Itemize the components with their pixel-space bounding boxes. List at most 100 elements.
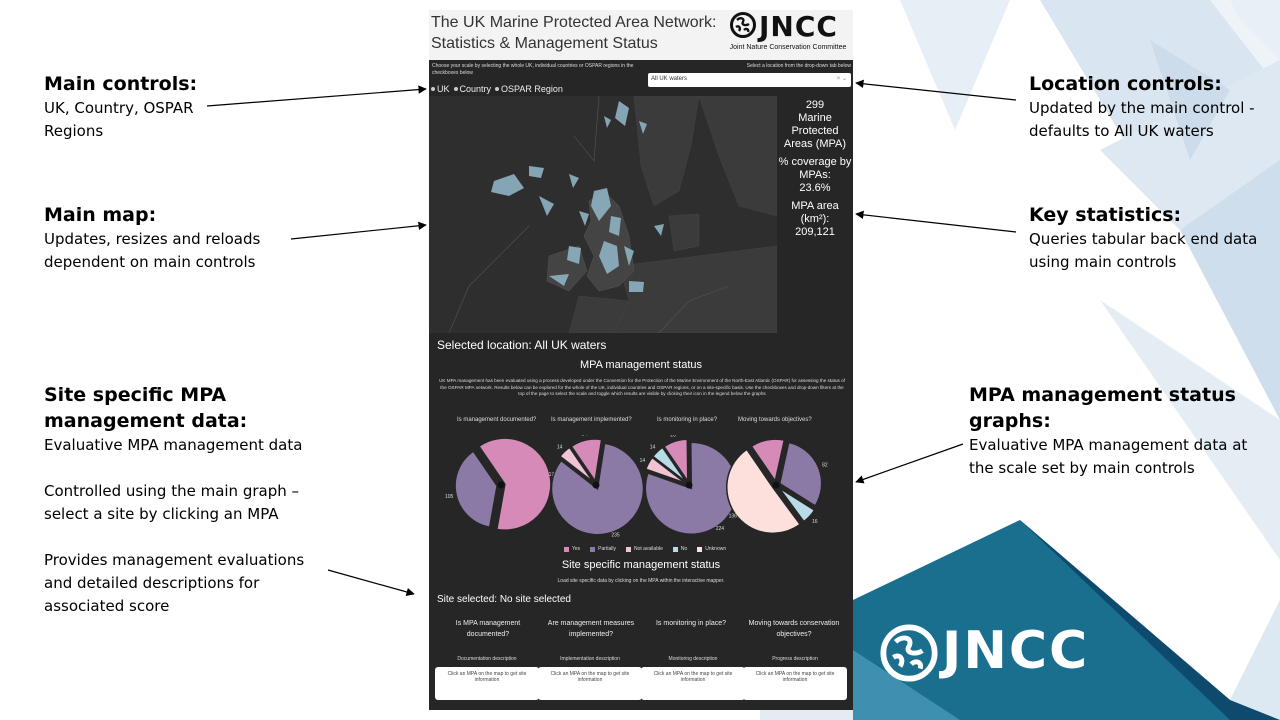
- site-question: Is MPA management documented?: [455, 620, 521, 638]
- implementation-description-box[interactable]: Click an MPA on the map to get site info…: [538, 667, 642, 700]
- callout-key-statistics: Key statistics: Queries tabular back end…: [1029, 202, 1279, 274]
- coverage-label: % coverage by MPAs:: [778, 156, 852, 181]
- mpa-count: 299: [805, 99, 825, 111]
- legend-item[interactable]: No: [672, 546, 687, 552]
- description-label: Monitoring description: [668, 656, 718, 662]
- site-question: Moving towards conservation objectives?: [748, 620, 840, 638]
- legend-item[interactable]: Partially: [590, 546, 616, 552]
- pie-legend: Yes Partially Not available No Unknown: [564, 546, 726, 552]
- pie-center: [685, 481, 693, 489]
- pie-slice[interactable]: [663, 438, 689, 484]
- pie-slice[interactable]: [644, 456, 686, 484]
- legend-item[interactable]: Unknown: [697, 546, 726, 552]
- site-selected: Site selected: No site selected: [437, 594, 571, 605]
- pie-title: Is monitoring in place?: [657, 417, 718, 423]
- callout-title: Key statistics:: [1029, 204, 1182, 226]
- callout-main-controls: Main controls: UK, Country, OSPAR Region…: [44, 71, 284, 143]
- dashboard-title: The UK Marine Protected Area Network: St…: [431, 14, 717, 52]
- callout-body: Updates, resizes and reloads dependent o…: [44, 230, 261, 271]
- radio-label: UK: [437, 84, 450, 94]
- site-question: Are management measures implemented?: [547, 620, 635, 638]
- dropdown-value: All UK waters: [651, 76, 688, 82]
- pie-value-label: 26: [670, 435, 676, 438]
- callout-title: Location controls:: [1029, 73, 1222, 95]
- legend-swatch: [590, 546, 596, 552]
- chevron-down-icon: × ⌄: [836, 76, 847, 82]
- scale-radio-group: UK Country OSPAR Region: [431, 84, 563, 94]
- mgmt-status-description: UK MPA management has been evaluated usi…: [439, 378, 845, 396]
- callout-body: Updated by the main control - defaults t…: [1029, 99, 1255, 140]
- callout-title: MPA management status graphs:: [969, 384, 1236, 432]
- callout-body: Evaluative MPA management data: [44, 436, 303, 454]
- pie-title: Moving towards objectives?: [738, 417, 812, 423]
- pie-slice[interactable]: [550, 442, 645, 536]
- callout-body: Controlled using the main graph – select…: [44, 482, 299, 523]
- callout-body: UK, Country, OSPAR Regions: [44, 99, 194, 140]
- pie-slice[interactable]: [725, 448, 802, 535]
- selected-location: Selected location: All UK waters: [437, 338, 607, 352]
- pie-value-label: 224: [716, 526, 725, 532]
- pie-value-label: 14: [640, 458, 646, 464]
- pie-slice[interactable]: [778, 441, 823, 507]
- pie-slice[interactable]: [644, 441, 739, 535]
- pie-value-label: 235: [611, 532, 620, 538]
- legend-item[interactable]: Yes: [564, 546, 580, 552]
- radio-uk[interactable]: UK: [431, 84, 450, 94]
- callout-site-specific: Site specific MPA management data: Evalu…: [44, 382, 334, 618]
- mgmt-pie-charts[interactable]: 1741053423514262241414358216136: [429, 435, 853, 545]
- pie-title: Is management implemented?: [551, 417, 632, 423]
- logo-word: JNCC: [759, 10, 838, 43]
- legend-label: Yes: [572, 546, 581, 552]
- site-status-title: Site specific management status: [561, 559, 721, 571]
- coverage-value: 23.6%: [799, 182, 831, 194]
- pie-slice[interactable]: [651, 446, 687, 483]
- site-status-instruction: Load site specific data by clicking on t…: [557, 578, 725, 584]
- jncc-logo-large: JNCC: [880, 618, 1160, 698]
- pie-slice[interactable]: [778, 487, 816, 523]
- globe-icon: [730, 12, 756, 38]
- mgmt-status-title: MPA management status: [579, 359, 703, 371]
- documentation-description-box[interactable]: Click an MPA on the map to get site info…: [435, 667, 539, 700]
- monitoring-description-box[interactable]: Click an MPA on the map to get site info…: [641, 667, 745, 700]
- pie-slice[interactable]: [454, 450, 498, 529]
- radio-label: OSPAR Region: [501, 84, 563, 94]
- description-label: Progress description: [772, 656, 818, 662]
- legend-label: Partially: [598, 546, 616, 552]
- pie-center: [497, 481, 505, 489]
- pie-value-label: 136: [729, 514, 738, 520]
- dashboard-screenshot: The UK Marine Protected Area Network: St…: [429, 10, 853, 710]
- pie-slice[interactable]: [570, 438, 603, 484]
- pie-center: [772, 481, 780, 489]
- key-statistics: 299 Marine Protected Areas (MPA) % cover…: [777, 99, 853, 244]
- radio-ospar-region[interactable]: OSPAR Region: [495, 84, 563, 94]
- globe-icon: [880, 624, 938, 682]
- location-instruction: Select a location from the drop-down tab…: [746, 63, 851, 69]
- area-label: MPA area (km²):: [791, 200, 839, 225]
- pie-value-label: 105: [445, 494, 454, 500]
- legend-item[interactable]: Not available: [625, 546, 663, 552]
- site-question: Is monitoring in place?: [655, 620, 727, 627]
- location-dropdown[interactable]: All UK waters × ⌄: [648, 73, 851, 87]
- radio-country[interactable]: Country: [453, 84, 491, 94]
- callout-body: Queries tabular back end data using main…: [1029, 230, 1258, 271]
- pie-slice[interactable]: [750, 438, 786, 483]
- progress-description-box[interactable]: Click an MPA on the map to get site info…: [743, 667, 847, 700]
- pie-value-label: 14: [650, 445, 656, 451]
- pie-value-label: 35: [763, 435, 769, 437]
- scale-instruction: Choose your scale by selecting the whole…: [432, 63, 634, 76]
- legend-swatch: [697, 546, 703, 552]
- callout-mgmt-graphs: MPA management status graphs: Evaluative…: [969, 382, 1269, 480]
- mpa-count-label: Marine Protected Areas (MPA): [783, 112, 847, 150]
- legend-label: Unknown: [705, 546, 727, 552]
- callout-title: Site specific MPA management data:: [44, 384, 248, 432]
- logo-word: JNCC: [942, 621, 1090, 681]
- jncc-logo-small: JNCC Joint Nature Conservation Committee: [729, 10, 847, 60]
- legend-swatch: [672, 546, 678, 552]
- pie-slice[interactable]: [477, 437, 552, 531]
- callout-main-map: Main map: Updates, resizes and reloads d…: [44, 202, 304, 274]
- mpa-map[interactable]: [429, 96, 777, 333]
- pie-slice[interactable]: [559, 446, 594, 483]
- callout-location-controls: Location controls: Updated by the main c…: [1029, 71, 1279, 143]
- callout-title: Main map:: [44, 204, 157, 226]
